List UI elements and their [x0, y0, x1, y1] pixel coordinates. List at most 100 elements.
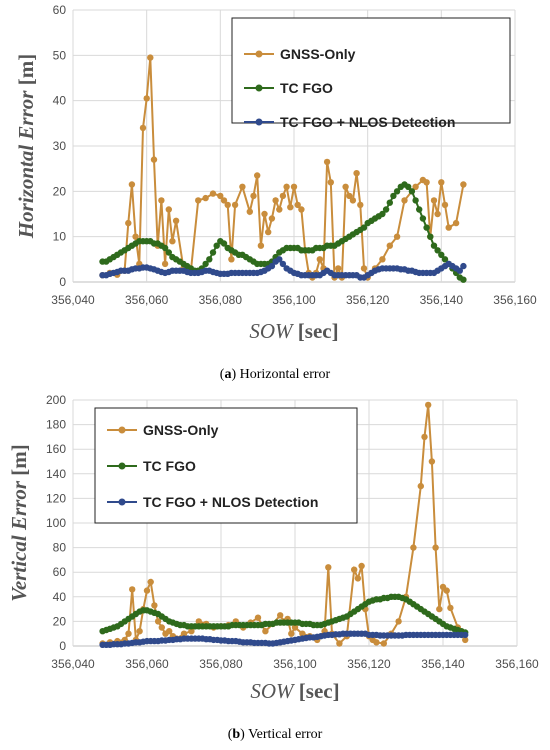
data-point: [360, 265, 368, 272]
data-point: [430, 197, 438, 204]
y-axis-title: Horizontal Error [m]: [14, 54, 38, 239]
data-point: [441, 256, 449, 263]
caption-text: ) Vertical error: [240, 727, 322, 742]
data-point: [239, 183, 246, 190]
data-point: [386, 242, 393, 249]
data-point: [393, 233, 401, 240]
y-tick-label: 60: [53, 3, 67, 17]
data-point: [441, 201, 449, 209]
caption-text: ) Horizontal error: [231, 367, 330, 382]
data-point: [224, 201, 231, 209]
y-tick-label: 30: [53, 139, 67, 153]
data-point: [434, 247, 441, 254]
y-axis-title-italic: Horizontal Error: [14, 90, 38, 239]
x-axis-title: SOW [sec]: [250, 679, 339, 703]
x-tick-label: 356,100: [273, 657, 317, 671]
data-point: [346, 192, 353, 200]
data-point: [283, 183, 290, 190]
legend-label: GNSS-Only: [280, 46, 356, 62]
data-point: [276, 256, 283, 263]
x-tick-label: 356,120: [346, 293, 390, 307]
data-point: [462, 636, 469, 644]
data-point: [423, 179, 430, 186]
data-point: [291, 624, 299, 631]
x-tick-label: 356,040: [51, 657, 95, 671]
data-point: [231, 201, 239, 209]
data-point: [268, 262, 276, 270]
y-tick-label: 20: [53, 614, 67, 628]
data-point: [161, 260, 169, 268]
legend-marker: [255, 118, 263, 126]
data-point: [432, 544, 439, 551]
data-point: [354, 575, 362, 582]
data-point: [290, 183, 298, 190]
y-tick-label: 0: [59, 639, 66, 653]
data-point: [128, 181, 136, 188]
legend: GNSS-Only TC FGO TC FGO + NLOS Detection: [231, 17, 511, 130]
data-point: [460, 262, 467, 270]
data-point: [195, 618, 202, 625]
data-point: [213, 242, 220, 249]
x-axis-title-unit: [sec]: [294, 679, 340, 703]
data-point: [386, 199, 393, 206]
data-point: [412, 183, 419, 190]
data-point: [288, 630, 295, 637]
legend-marker: [255, 84, 263, 92]
data-point: [257, 242, 265, 249]
data-point: [351, 566, 358, 573]
data-point: [452, 219, 460, 227]
y-axis-title-unit: [m]: [7, 444, 31, 481]
data-point: [254, 172, 261, 179]
legend-label: GNSS-Only: [143, 422, 219, 438]
legend-marker: [255, 50, 263, 58]
y-axis-title-italic: Vertical Error: [7, 480, 31, 602]
figure-caption: (b) Vertical error: [228, 727, 323, 742]
data-point: [434, 210, 441, 218]
x-axis-title-italic: SOW: [249, 319, 295, 343]
data-point: [349, 197, 357, 204]
data-point: [436, 605, 443, 613]
data-point: [462, 631, 469, 639]
data-point: [294, 201, 301, 209]
data-point: [408, 188, 416, 195]
x-tick-label: 356,080: [199, 293, 243, 307]
data-point: [139, 124, 147, 132]
data-point: [262, 628, 269, 635]
data-point: [188, 628, 195, 635]
x-tick-label: 356,060: [125, 293, 169, 307]
data-point: [209, 249, 217, 256]
data-point: [143, 95, 150, 102]
data-point: [202, 260, 209, 268]
data-point: [323, 158, 331, 166]
data-point: [412, 197, 419, 204]
data-point: [172, 217, 180, 224]
x-axis-title-italic: SOW: [250, 679, 296, 703]
data-point: [268, 215, 276, 222]
data-point: [335, 265, 342, 272]
data-point: [390, 192, 397, 200]
x-tick-label: 356,100: [272, 293, 316, 307]
data-point: [342, 183, 349, 190]
data-point: [393, 188, 401, 195]
y-tick-label: 100: [46, 516, 66, 530]
data-point: [382, 206, 390, 213]
data-point: [325, 564, 332, 571]
data-point: [427, 233, 434, 240]
legend-label: TC FGO: [280, 80, 333, 96]
y-tick-label: 40: [53, 590, 67, 604]
series-tc-fgo-nlos: [99, 256, 467, 281]
data-point: [379, 256, 386, 263]
data-point: [416, 206, 423, 213]
data-point: [169, 238, 176, 245]
data-point: [358, 562, 365, 570]
data-point: [405, 183, 412, 190]
legend-label: TC FGO + NLOS Detection: [280, 114, 455, 130]
data-point: [147, 578, 154, 586]
y-axis-title-unit: [m]: [14, 54, 38, 91]
data-point: [150, 156, 158, 163]
data-point: [206, 256, 213, 263]
data-point: [261, 210, 268, 218]
x-tick-label: 356,040: [51, 293, 95, 307]
data-point: [276, 206, 283, 213]
